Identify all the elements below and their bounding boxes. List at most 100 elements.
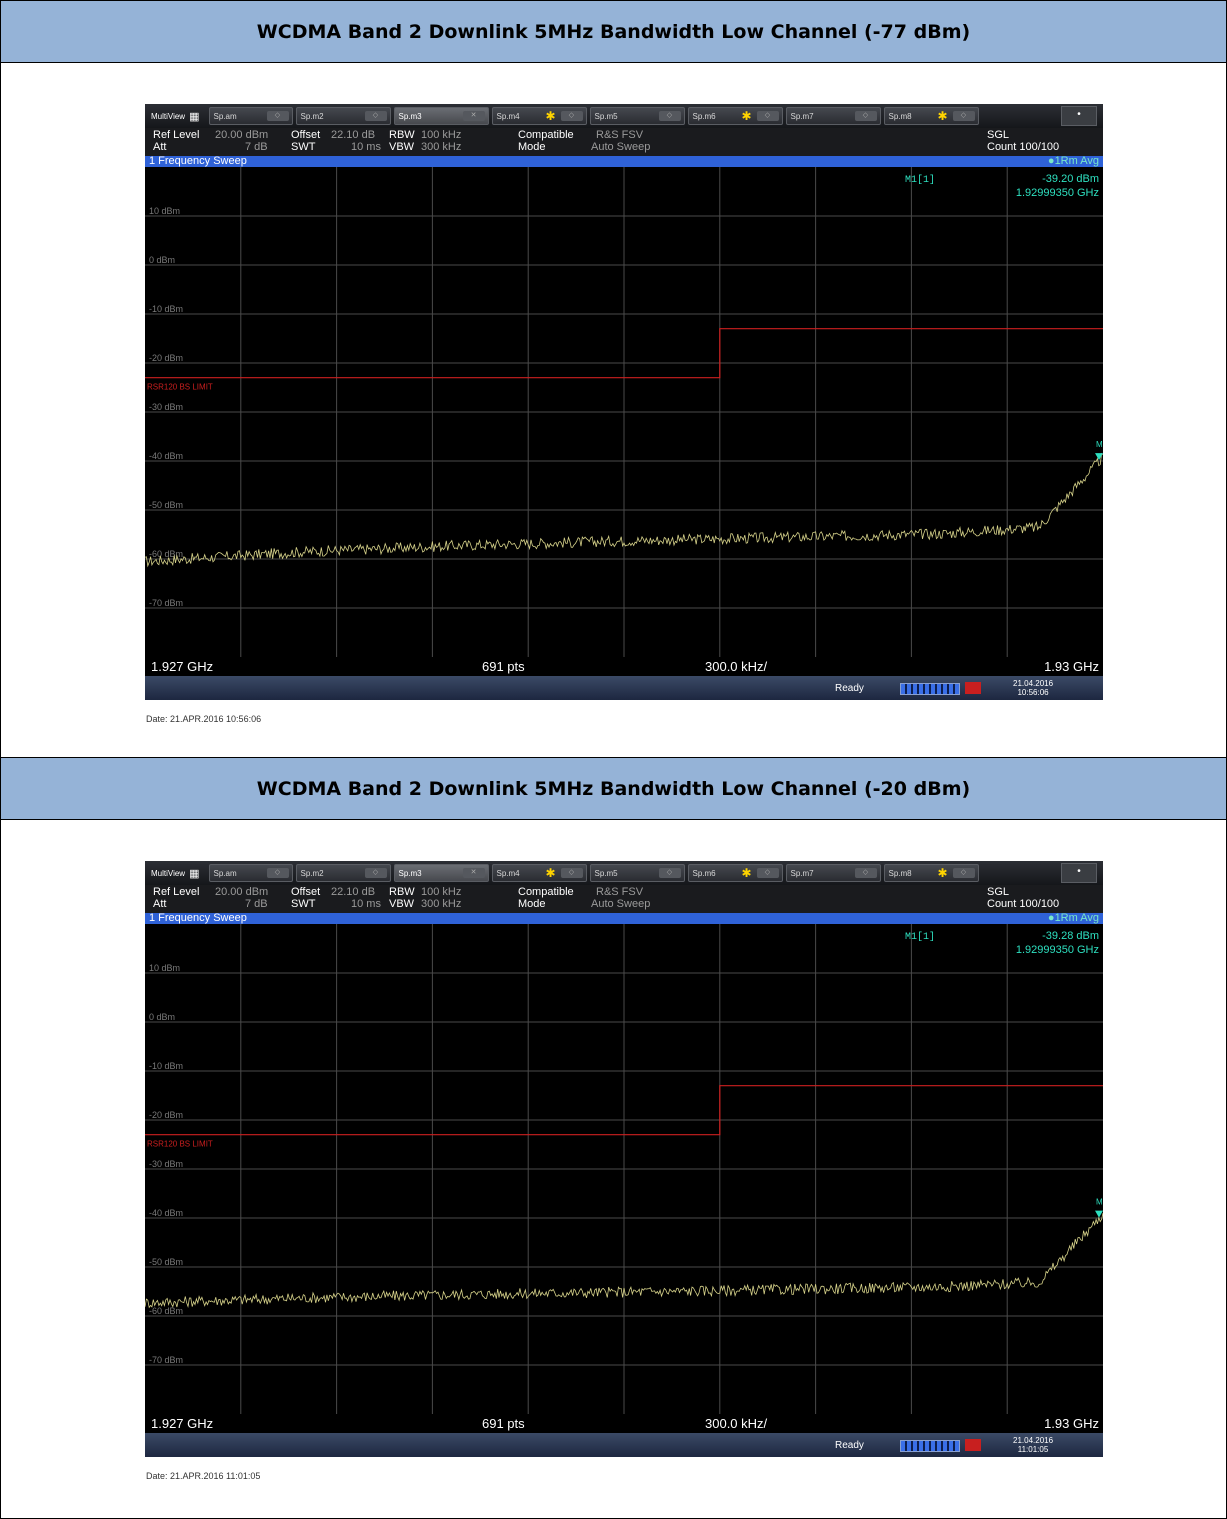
close-icon[interactable]: ◇ (364, 868, 387, 878)
sweep-title-bar: 1 Frequency Sweep ●1Rm Avg (145, 913, 1103, 924)
datetime: 21.04.2016 11:01:05 (1013, 1436, 1053, 1454)
spectrum-plot: 10 dBm 0 dBm -10 dBm -20 dBm -30 dBm -40 dBm -… (145, 924, 1103, 1414)
limit-line-label: RSR120 BS LIMIT (147, 383, 213, 392)
close-icon[interactable]: ◇ (266, 868, 289, 878)
record-icon (965, 682, 981, 694)
tab-label: Sp.m2 (300, 868, 324, 878)
ready-status: Ready (835, 683, 864, 694)
tab-sp-m7[interactable]: Sp.m7 ◇ (785, 864, 881, 882)
tab-sp-am[interactable]: Sp.am ◇ (208, 107, 293, 125)
tab-sp-m4[interactable]: Sp.m4 ✱ ◇ (491, 864, 587, 882)
tab-label: Sp.m3 (398, 868, 422, 878)
close-icon[interactable]: ✕ (462, 111, 485, 121)
sweep-points: 691 pts (482, 659, 525, 674)
close-icon[interactable]: ◇ (854, 111, 877, 121)
y-tick-label: -40 dBm (149, 451, 183, 461)
compatible-value: R&S FSV (596, 129, 644, 141)
tab-sp-m7[interactable]: Sp.m7 ◇ (785, 107, 881, 125)
span-per-division: 300.0 kHz/ (705, 659, 768, 674)
progress-meter (900, 1440, 960, 1452)
swt-value: 10 ms (351, 898, 381, 910)
settings-bar: Ref Level 20.00 dBm Offset 22.10 dB RBW … (145, 885, 1103, 913)
mode-label: Mode (518, 141, 546, 153)
stop-frequency: 1.93 GHz (1044, 659, 1099, 674)
tab-label: Sp.m4 (496, 868, 520, 878)
trace-label: ●1Rm Avg (1047, 912, 1099, 924)
tab-sp-m8[interactable]: Sp.m8 ✱ ◇ (883, 864, 979, 882)
tab-sp-m5[interactable]: Sp.m5 ◇ (589, 864, 685, 882)
close-icon[interactable]: ◇ (364, 111, 387, 121)
y-tick-label: -60 dBm (149, 549, 183, 559)
close-icon[interactable]: ✕ (462, 868, 485, 878)
close-icon[interactable]: ◇ (560, 111, 583, 121)
tab-sp-m2[interactable]: Sp.m2 ◇ (295, 864, 391, 882)
tab-label: Sp.m2 (300, 111, 324, 121)
mode-value: Auto Sweep (591, 898, 651, 910)
status-time: 11:01:05 (1017, 1445, 1049, 1454)
status-bar: Ready 21.04.2016 11:01:05 (145, 1433, 1103, 1457)
close-icon[interactable]: ◇ (756, 868, 779, 878)
y-tick-label: -40 dBm (149, 1208, 183, 1218)
status-date: 21.04.2016 (1013, 679, 1054, 688)
vbw-value: 300 kHz (421, 898, 462, 910)
section-header: WCDMA Band 2 Downlink 5MHz Bandwidth Low… (1, 758, 1226, 820)
close-icon[interactable]: ◇ (756, 111, 779, 121)
tab-sp-m4[interactable]: Sp.m4 ✱ ◇ (491, 107, 587, 125)
tab-label: Sp.m5 (594, 111, 618, 121)
sweep-title-bar: 1 Frequency Sweep ●1Rm Avg (145, 156, 1103, 167)
multiview-button[interactable]: MultiView ▦ (145, 867, 206, 880)
tab-sp-m5[interactable]: Sp.m5 ◇ (589, 107, 685, 125)
status-date: 21.04.2016 (1013, 1436, 1054, 1445)
more-button[interactable]: • (1061, 863, 1097, 883)
frequency-axis-bar: 1.927 GHz 691 pts 300.0 kHz/ 1.93 GHz (145, 657, 1103, 676)
status-bar: Ready 21.04.2016 10:56:06 (145, 676, 1103, 700)
spectrum-trace (145, 452, 1103, 568)
rbw-label: RBW (389, 129, 415, 141)
tab-label: Sp.m8 (888, 868, 912, 878)
y-tick-label: -10 dBm (149, 1061, 183, 1071)
star-icon: ✱ (937, 866, 948, 880)
tab-label: Sp.m8 (888, 111, 912, 121)
start-frequency: 1.927 GHz (151, 1416, 214, 1431)
mode-value: Auto Sweep (591, 141, 651, 153)
tab-label: Sp.m4 (496, 111, 520, 121)
rbw-value: 100 kHz (421, 129, 462, 141)
close-icon[interactable]: ◇ (952, 111, 975, 121)
tab-sp-m8[interactable]: Sp.m8 ✱ ◇ (883, 107, 979, 125)
limit-line (145, 1085, 1103, 1136)
close-icon[interactable]: ◇ (560, 868, 583, 878)
marker-m1-tag: M (1096, 1198, 1103, 1207)
spectrum-plot: 10 dBm 0 dBm -10 dBm -20 dBm -30 dBm -40 dBm -… (145, 167, 1103, 657)
swt-value: 10 ms (351, 141, 381, 153)
measurement-section-2: WCDMA Band 2 Downlink 5MHz Bandwidth Low… (0, 757, 1227, 1519)
close-icon[interactable]: ◇ (854, 868, 877, 878)
sweep-title: 1 Frequency Sweep (149, 912, 247, 924)
multiview-button[interactable]: MultiView ▦ (145, 110, 206, 123)
swt-label: SWT (291, 141, 316, 153)
limit-line (145, 328, 1103, 379)
close-icon[interactable]: ◇ (658, 111, 681, 121)
close-icon[interactable]: ◇ (266, 111, 289, 121)
tab-sp-m3[interactable]: Sp.m3 ✕ (393, 864, 489, 882)
tab-sp-m6[interactable]: Sp.m6 ✱ ◇ (687, 107, 783, 125)
offset-label: Offset (291, 129, 321, 141)
section-header: WCDMA Band 2 Downlink 5MHz Bandwidth Low… (1, 1, 1226, 63)
rbw-value: 100 kHz (421, 886, 462, 898)
att-label: Att (153, 898, 167, 910)
close-icon[interactable]: ◇ (658, 868, 681, 878)
y-tick-label: -70 dBm (149, 1355, 183, 1365)
offset-value: 22.10 dB (331, 129, 376, 141)
tab-sp-m2[interactable]: Sp.m2 ◇ (295, 107, 391, 125)
close-icon[interactable]: ◇ (952, 868, 975, 878)
tab-sp-am[interactable]: Sp.am ◇ (208, 864, 293, 882)
vbw-value: 300 kHz (421, 141, 462, 153)
swt-label: SWT (291, 898, 316, 910)
tab-sp-m6[interactable]: Sp.m6 ✱ ◇ (687, 864, 783, 882)
frequency-axis-bar: 1.927 GHz 691 pts 300.0 kHz/ 1.93 GHz (145, 1414, 1103, 1433)
sgl-label: SGL (987, 129, 1010, 141)
tab-sp-m3[interactable]: Sp.m3 ✕ (393, 107, 489, 125)
tab-label: Sp.m7 (790, 111, 814, 121)
more-button[interactable]: • (1061, 106, 1097, 126)
marker-frequency: 1.92999350 GHz (1016, 187, 1099, 199)
